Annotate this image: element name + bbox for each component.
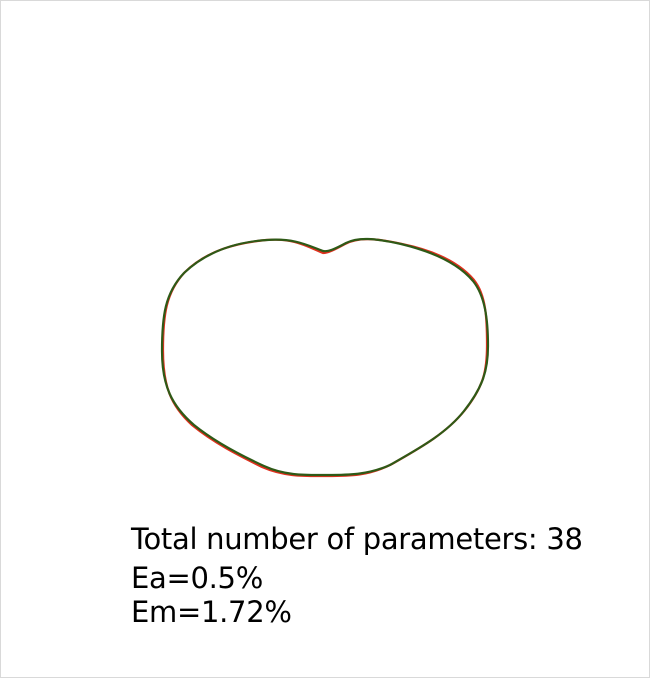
fitted-contour [160, 237, 490, 477]
ea-error-label: Ea=0.5% [131, 561, 263, 595]
original-contour [161, 238, 489, 478]
parameters-count-label: Total number of parameters: 38 [131, 522, 583, 556]
em-error-label: Em=1.72% [131, 595, 292, 629]
